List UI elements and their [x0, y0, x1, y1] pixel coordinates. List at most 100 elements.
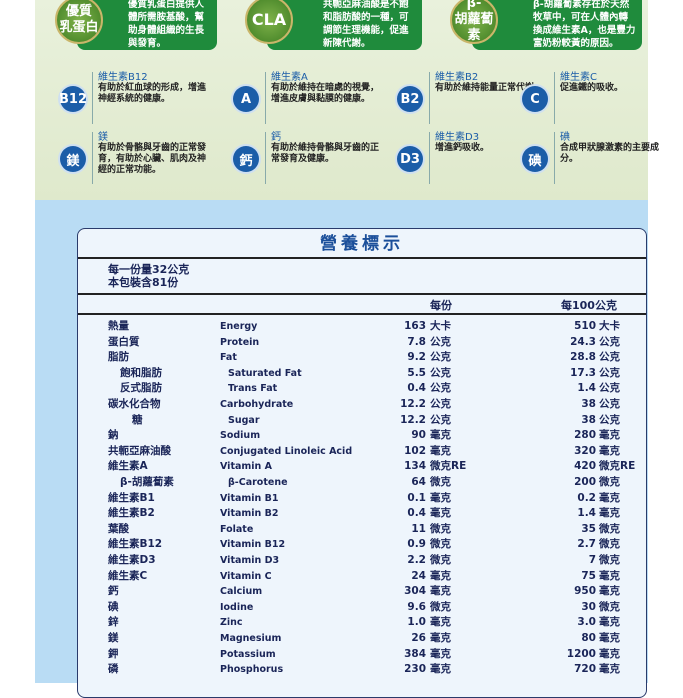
divider	[78, 293, 646, 295]
nutrient-desc: 促進鐵的吸收。	[560, 83, 624, 93]
per-serving-value: 102	[404, 444, 426, 457]
per-100g-unit: 微克	[599, 522, 620, 535]
per-100g-value: 950	[574, 585, 596, 598]
per-serving-value: 11	[411, 522, 426, 535]
nutrient-desc: 增進鈣吸收。	[435, 143, 490, 153]
per-serving-unit: 毫克	[430, 429, 451, 442]
per-serving-unit: 公克	[430, 335, 451, 348]
nutrient-title: 維生素A	[271, 72, 308, 83]
table-row: 維生素B1 Vitamin B1 0.1 毫克 0.2 毫克	[78, 491, 648, 507]
per-serving-value: 134	[404, 460, 426, 473]
nutrient-badge-icon: C	[522, 86, 548, 112]
per-100g-unit: 公克	[599, 335, 620, 348]
per-serving-value: 163	[404, 320, 426, 332]
nutrient-en: Folate	[220, 523, 254, 535]
col-per-serving: 每份	[430, 299, 452, 312]
per-100g-value: 7	[588, 554, 596, 566]
per-100g-unit: 毫克	[599, 616, 620, 629]
table-row: 糖 Sugar 12.2 公克 38 公克	[78, 413, 648, 429]
nutrient-zh: 維生素D3	[108, 554, 156, 566]
per-100g-value: 38	[581, 413, 596, 426]
per-serving-value: 64	[411, 476, 426, 488]
per-serving-value: 9.2	[407, 351, 426, 364]
per-serving-value: 1.0	[407, 616, 426, 629]
per-serving-unit: 毫克	[430, 569, 451, 582]
table-row: 碳水化合物 Carbohydrate 12.2 公克 38 公克	[78, 397, 648, 413]
nutrient-desc: 合成甲狀腺激素的主要成分。	[560, 143, 660, 164]
nutrient-zh: 鈉	[108, 429, 119, 442]
per-100g-value: 510	[574, 320, 596, 332]
nutrient-en: Sugar	[228, 414, 260, 426]
nutrient-title: 維生素B2	[435, 72, 479, 83]
nutrient-zh: 維生素B1	[108, 491, 155, 504]
nutrition-facts-table: 營養標示 每一份量32公克 本包裝含81份 每份 每100公克 熱量 Energ…	[77, 228, 647, 698]
nutrient-badge-icon: 鎂	[60, 146, 86, 172]
per-100g-unit: 微克	[599, 600, 620, 613]
per-serving-unit: 毫克	[430, 507, 451, 520]
table-row: 葉酸 Folate 11 微克 35 微克	[78, 522, 648, 538]
per-100g-value: 35	[581, 522, 596, 535]
per-serving-value: 230	[404, 663, 426, 676]
per-serving-unit: 公克	[430, 382, 451, 395]
per-serving-unit: 毫克	[430, 616, 451, 629]
table-row: 維生素C Vitamin C 24 毫克 75 毫克	[78, 569, 648, 585]
table-row: 維生素D3 Vitamin D3 2.2 微克 7 微克	[78, 553, 648, 569]
nutrient-en: Phosphorus	[220, 664, 284, 676]
per-100g-unit: 毫克	[599, 507, 620, 520]
nutrient-zh: 反式脂肪	[120, 382, 162, 395]
per-100g-unit: 毫克	[599, 569, 620, 582]
per-serving-unit: 毫克	[430, 585, 451, 598]
nutrient-item: 鈣 鈣有助於維持骨骼與牙齒的正常發育及健康。	[233, 132, 383, 187]
per-serving-value: 0.9	[407, 538, 426, 551]
per-100g-value: 200	[574, 476, 596, 488]
per-serving-unit: 微克	[430, 522, 451, 535]
feature-badge-label: 優質 乳蛋白	[59, 4, 99, 35]
nutrient-badge-icon: B2	[397, 86, 423, 112]
nutrient-zh: 鋅	[108, 616, 119, 629]
nutrient-en: Conjugated Linoleic Acid	[220, 445, 353, 457]
per-serving-unit: 微克	[430, 476, 451, 488]
table-row: 反式脂肪 Trans Fat 0.4 公克 1.4 公克	[78, 381, 648, 397]
per-serving-unit: 公克	[430, 351, 451, 364]
per-serving-unit: 微克	[430, 554, 451, 566]
nutrient-title: 維生素C	[560, 72, 597, 83]
table-row: 鈉 Sodium 90 毫克 280 毫克	[78, 428, 648, 444]
divider	[78, 313, 646, 315]
serving-info: 每一份量32公克 本包裝含81份	[108, 263, 189, 289]
nutrient-desc: 有助於紅血球的形成，增進神經系統的健康。	[98, 83, 207, 104]
nutrient-desc: 有助於骨骼與牙齒的正常發育，有助於心臟、肌肉及神經的正常功能。	[98, 143, 207, 175]
nutrient-zh: 維生素B2	[108, 507, 155, 520]
per-serving-value: 304	[404, 585, 426, 598]
per-100g-unit: 公克	[599, 398, 620, 410]
nutrient-zh: 脂肪	[108, 351, 129, 364]
table-row: 飽和脂肪 Saturated Fat 5.5 公克 17.3 公克	[78, 366, 648, 382]
table-row: 鎂 Magnesium 26 毫克 80 毫克	[78, 631, 648, 647]
table-row: 維生素A Vitamin A 134 微克RE 420 微克RE	[78, 459, 648, 475]
table-title: 營養標示	[78, 229, 646, 259]
nutrient-zh: β-胡蘿蔔素	[120, 476, 174, 488]
per-serving-value: 0.4	[407, 507, 426, 520]
serving-size: 每一份量32公克	[108, 263, 190, 276]
feature-card: 共軛亞麻油酸是不飽和脂肪酸的一種，可調節生理機能，促進新陳代謝。	[267, 0, 422, 50]
feature-badge-label: CLA	[251, 10, 287, 29]
per-100g-value: 1.4	[577, 507, 596, 520]
per-serving-value: 26	[411, 632, 426, 644]
per-serving-value: 0.4	[407, 382, 426, 395]
per-100g-value: 280	[574, 429, 596, 442]
per-100g-unit: 毫克	[599, 429, 620, 442]
nutrient-en: Potassium	[220, 648, 276, 660]
table-row: 碘 Iodine 9.6 微克 30 微克	[78, 600, 648, 616]
nutrient-en: Fat	[220, 352, 237, 364]
per-serving-unit: 毫克	[430, 663, 451, 676]
table-row: 熱量 Energy 163 大卡 510 大卡	[78, 319, 648, 335]
feature-badge: β- 胡蘿蔔素	[450, 0, 498, 44]
per-serving-unit: 微克	[430, 600, 451, 613]
table-row: 鋅 Zinc 1.0 毫克 3.0 毫克	[78, 615, 648, 631]
per-serving-value: 384	[404, 647, 426, 660]
per-100g-unit: 公克	[599, 413, 620, 426]
per-serving-value: 24	[411, 569, 426, 582]
nutrient-item: 碘 碘合成甲狀腺激素的主要成分。	[522, 132, 672, 187]
feature-badge-label: β- 胡蘿蔔素	[454, 0, 494, 43]
nutrient-en: Vitamin C	[220, 570, 272, 582]
per-100g-unit: 毫克	[599, 663, 620, 676]
